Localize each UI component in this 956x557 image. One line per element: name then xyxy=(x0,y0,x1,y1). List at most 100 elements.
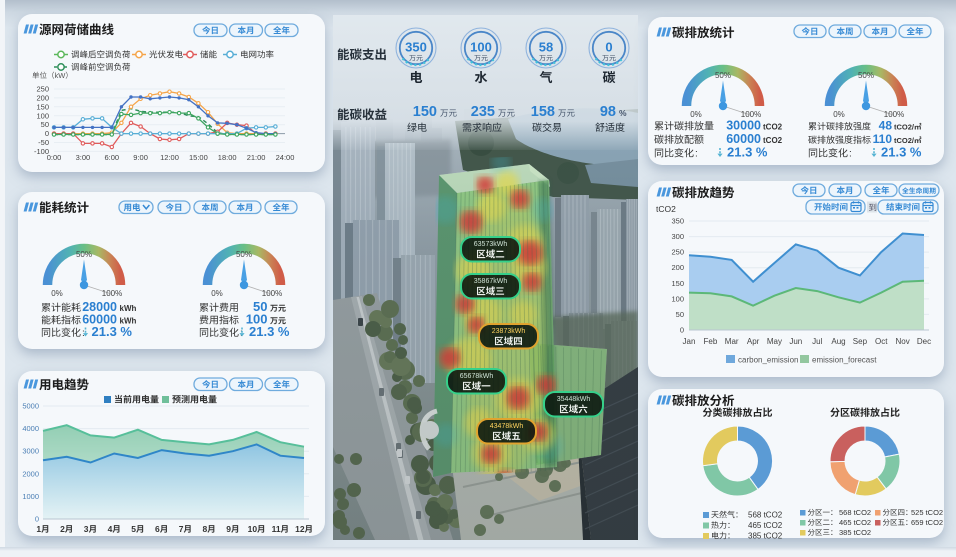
svg-text:18:00: 18:00 xyxy=(218,153,237,162)
svg-text:May: May xyxy=(767,337,782,346)
svg-text:Mar: Mar xyxy=(725,337,739,346)
svg-text:0: 0 xyxy=(680,326,684,335)
svg-text:1000: 1000 xyxy=(22,492,39,501)
svg-text:30000: 30000 xyxy=(726,119,761,133)
svg-text:7: 7 xyxy=(179,524,184,534)
svg-text:12: 12 xyxy=(295,524,305,534)
svg-text:50: 50 xyxy=(253,299,267,314)
svg-text:11: 11 xyxy=(272,524,281,534)
svg-text:Jun: Jun xyxy=(789,337,802,346)
svg-text:568 tCO2: 568 tCO2 xyxy=(748,511,783,520)
svg-text:35867kWh: 35867kWh xyxy=(474,278,508,285)
svg-text:0%: 0% xyxy=(690,110,702,119)
svg-text:9: 9 xyxy=(226,524,231,534)
svg-text:0: 0 xyxy=(45,129,49,138)
svg-text:23873kWh: 23873kWh xyxy=(492,328,526,335)
svg-text:Sep: Sep xyxy=(853,337,868,346)
svg-text:350: 350 xyxy=(405,40,427,55)
svg-text:158: 158 xyxy=(531,104,555,120)
svg-text:0: 0 xyxy=(35,515,39,524)
svg-text:carbon_emission: carbon_emission xyxy=(738,356,798,365)
svg-text:24:00: 24:00 xyxy=(276,153,295,162)
svg-text:0%: 0% xyxy=(51,289,63,298)
svg-text:100%: 100% xyxy=(262,289,282,298)
svg-text:8: 8 xyxy=(203,524,208,534)
svg-text:4000: 4000 xyxy=(22,424,39,433)
svg-text:100%: 100% xyxy=(741,110,761,119)
svg-text:50%: 50% xyxy=(76,250,92,259)
svg-text:659 tCO2: 659 tCO2 xyxy=(911,518,943,527)
svg-text:-100: -100 xyxy=(34,147,49,156)
svg-text:Apr: Apr xyxy=(747,337,760,346)
svg-text:-50: -50 xyxy=(38,138,49,147)
svg-text:Dec: Dec xyxy=(917,337,931,346)
svg-text:Jan: Jan xyxy=(683,337,696,346)
svg-text:385 tCO2: 385 tCO2 xyxy=(839,528,871,537)
svg-text:100: 100 xyxy=(36,111,49,120)
svg-text:3: 3 xyxy=(84,524,89,534)
svg-text:kWh: kWh xyxy=(120,317,137,326)
svg-text:385 tCO2: 385 tCO2 xyxy=(748,532,783,541)
svg-text:tCO2: tCO2 xyxy=(763,123,783,132)
svg-text:150: 150 xyxy=(36,102,49,111)
svg-text:3:00: 3:00 xyxy=(76,153,91,162)
svg-text:0%: 0% xyxy=(833,110,845,119)
svg-text:Oct: Oct xyxy=(875,337,888,346)
svg-text:48: 48 xyxy=(879,119,893,133)
svg-text:9:00: 9:00 xyxy=(133,153,148,162)
svg-text:43478kWh: 43478kWh xyxy=(490,423,524,430)
svg-text:tCO2: tCO2 xyxy=(763,136,783,145)
svg-text::: : xyxy=(695,149,698,160)
svg-text:200: 200 xyxy=(671,263,684,272)
svg-text:98: 98 xyxy=(600,104,616,120)
svg-text:Jul: Jul xyxy=(812,337,822,346)
svg-text:15:00: 15:00 xyxy=(189,153,208,162)
svg-text:100: 100 xyxy=(671,294,684,303)
svg-text:50%: 50% xyxy=(858,71,874,80)
svg-text:21.3 %: 21.3 % xyxy=(249,324,290,339)
svg-text:250: 250 xyxy=(36,85,49,94)
svg-text:58: 58 xyxy=(539,40,553,55)
svg-text:3000: 3000 xyxy=(22,447,39,456)
svg-text:6: 6 xyxy=(155,524,160,534)
svg-text:100: 100 xyxy=(246,312,268,327)
svg-text:5: 5 xyxy=(131,524,136,534)
svg-text:tCO2: tCO2 xyxy=(656,204,676,214)
svg-text:4: 4 xyxy=(108,524,113,534)
svg-text:21:00: 21:00 xyxy=(247,153,266,162)
svg-text:28000: 28000 xyxy=(82,300,117,314)
svg-text:350: 350 xyxy=(671,217,684,226)
svg-text:kWh: kWh xyxy=(120,304,137,313)
svg-text:150: 150 xyxy=(413,104,437,120)
svg-text:63573kWh: 63573kWh xyxy=(474,241,508,248)
svg-text:2: 2 xyxy=(60,524,65,534)
svg-text:emission_forecast: emission_forecast xyxy=(812,356,877,365)
svg-text:465 tCO2: 465 tCO2 xyxy=(748,521,783,530)
svg-text::: : xyxy=(849,149,852,160)
svg-text:110: 110 xyxy=(873,132,893,146)
svg-text:21.3 %: 21.3 % xyxy=(727,145,768,160)
svg-text:2000: 2000 xyxy=(22,469,39,478)
svg-text:65678kWh: 65678kWh xyxy=(460,373,494,380)
svg-text:525 tCO2: 525 tCO2 xyxy=(911,508,943,517)
svg-text:100%: 100% xyxy=(884,110,904,119)
svg-text:150: 150 xyxy=(671,279,684,288)
svg-text:300: 300 xyxy=(671,232,684,241)
svg-text:12:00: 12:00 xyxy=(160,153,179,162)
svg-text:10: 10 xyxy=(248,524,258,534)
svg-text:100%: 100% xyxy=(102,289,122,298)
svg-text:50%: 50% xyxy=(236,250,252,259)
svg-text:200: 200 xyxy=(36,93,49,102)
svg-text:Aug: Aug xyxy=(831,337,845,346)
svg-text:60000: 60000 xyxy=(726,132,761,146)
svg-text:568 tCO2: 568 tCO2 xyxy=(839,508,871,517)
svg-text:50%: 50% xyxy=(715,71,731,80)
svg-text:235: 235 xyxy=(471,104,495,120)
svg-text:tCO2/: tCO2/ xyxy=(894,136,915,145)
svg-text:Nov: Nov xyxy=(895,337,909,346)
svg-text:60000: 60000 xyxy=(82,313,117,327)
svg-text:50: 50 xyxy=(676,310,684,319)
svg-text:35448kWh: 35448kWh xyxy=(557,396,591,403)
svg-text:0:00: 0:00 xyxy=(47,153,62,162)
svg-text:50: 50 xyxy=(41,120,49,129)
